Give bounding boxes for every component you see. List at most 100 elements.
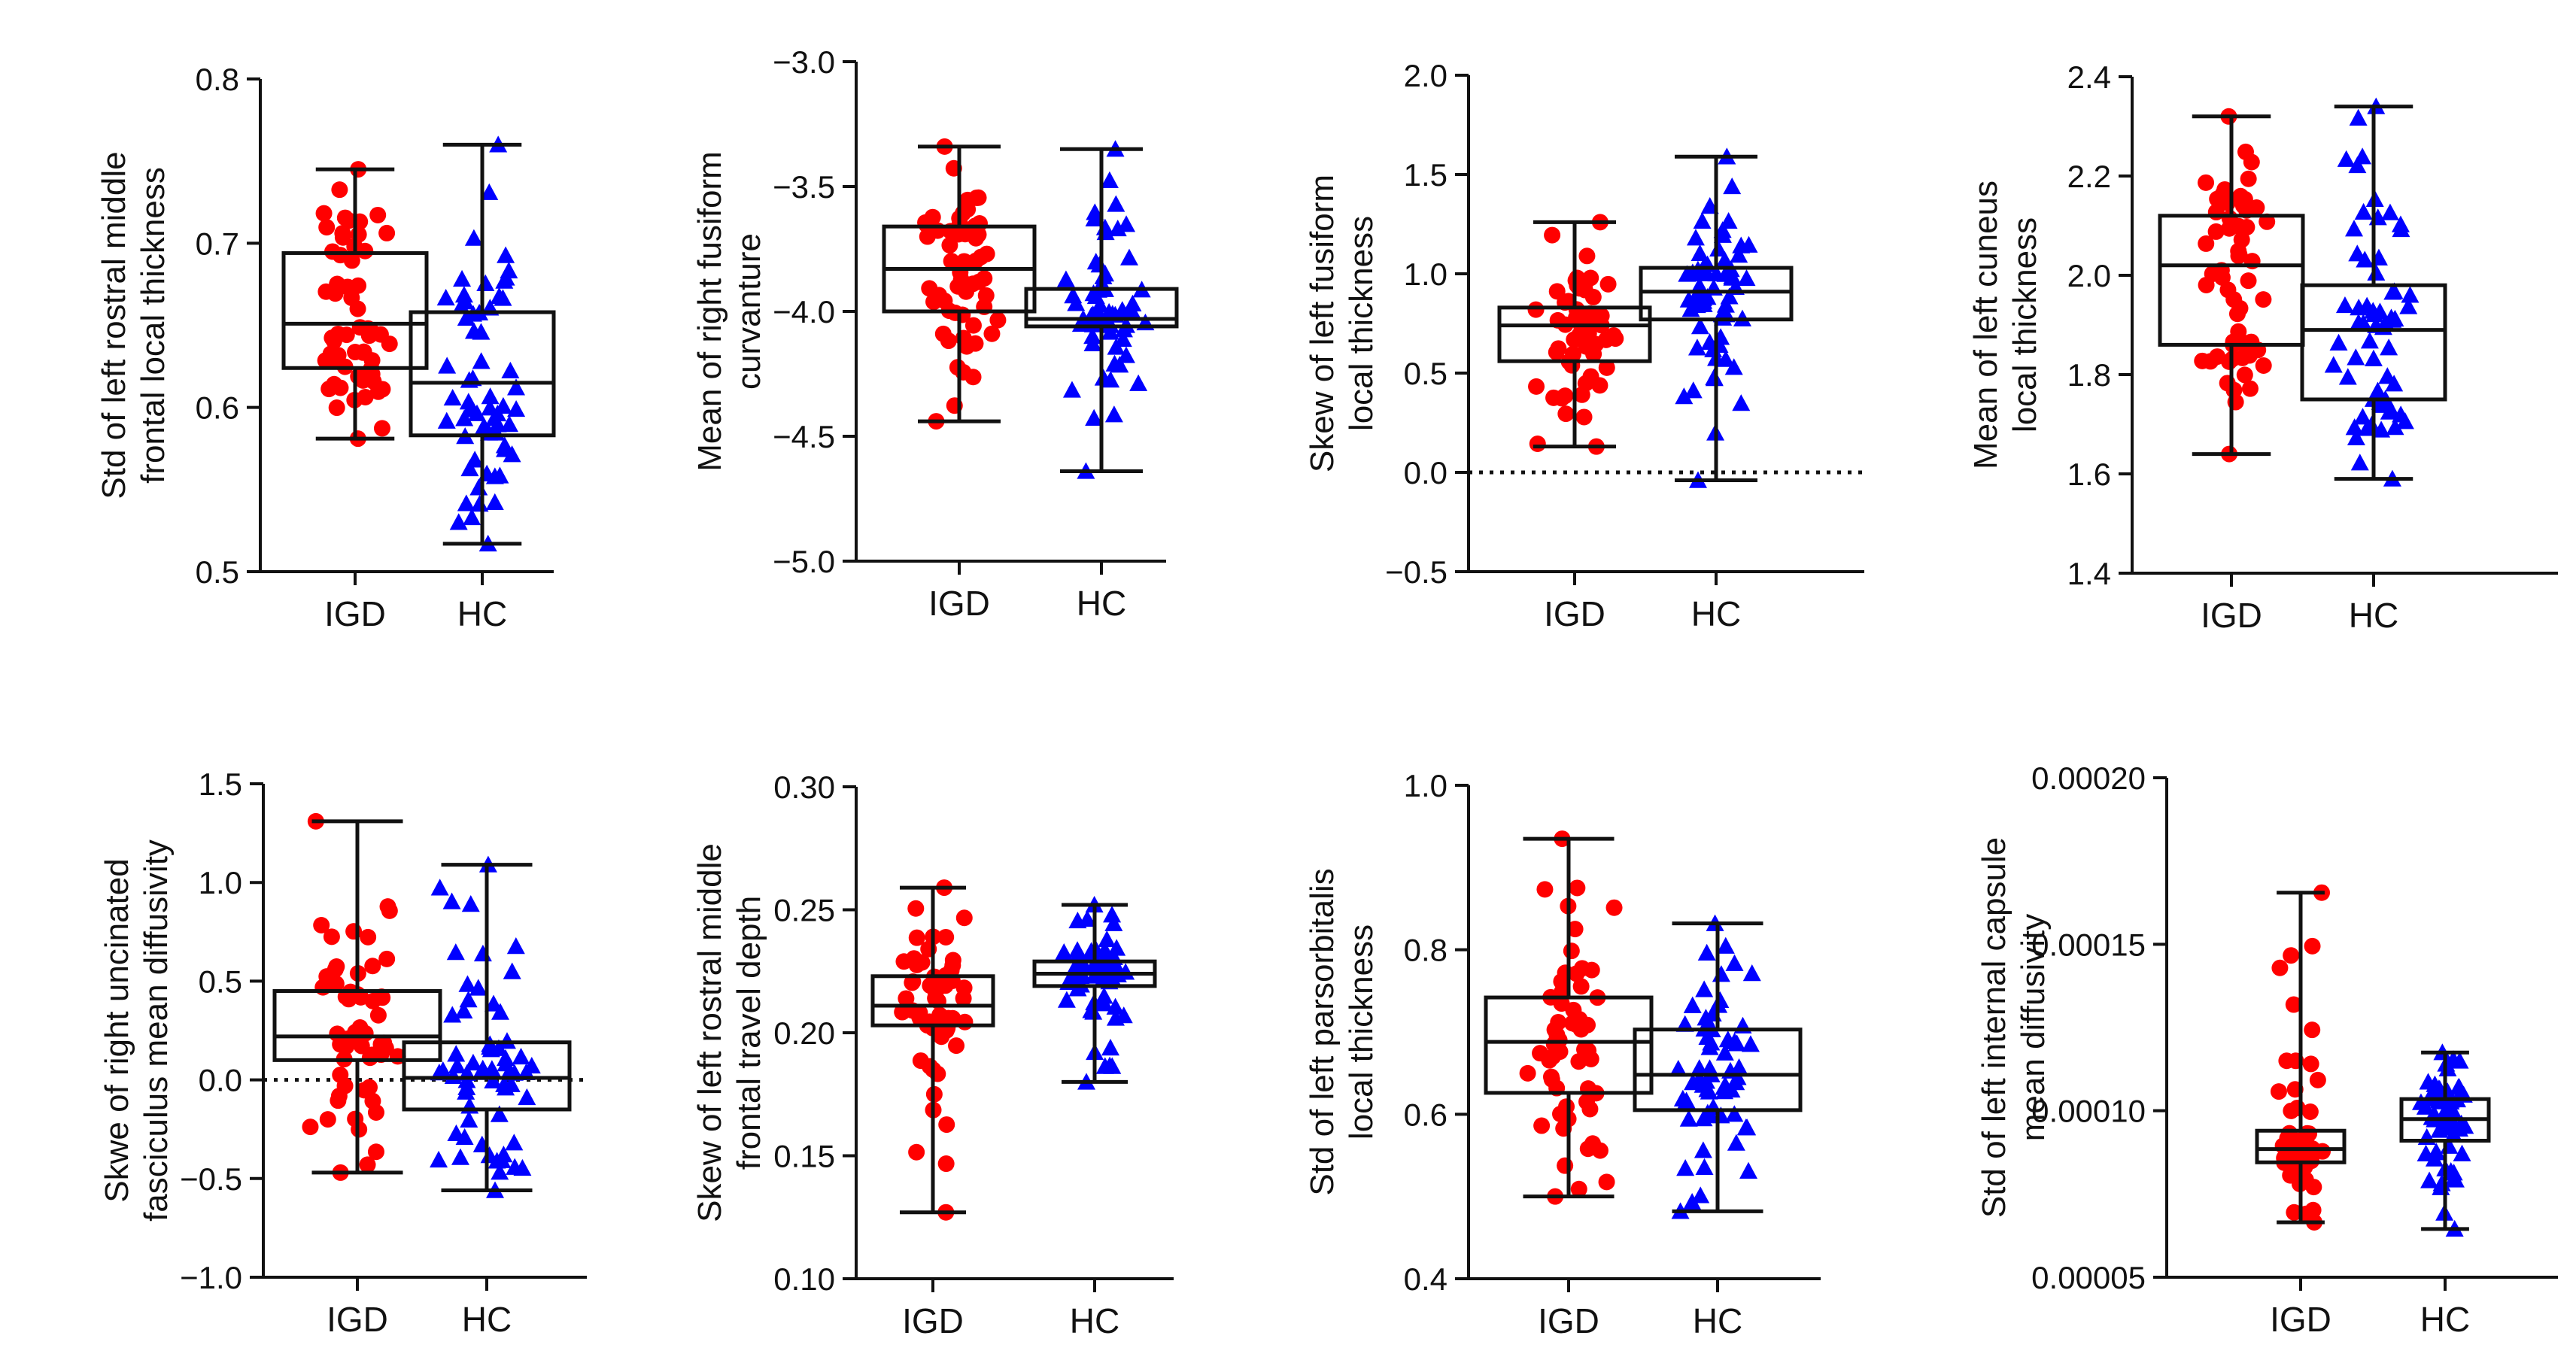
data-point xyxy=(363,352,381,369)
y-tick-label: 2.2 xyxy=(2067,159,2111,194)
data-point xyxy=(927,983,944,1000)
data-point xyxy=(1684,1073,1703,1091)
box-iqr xyxy=(1484,995,1654,1095)
x-category-label: HC xyxy=(462,1300,512,1339)
data-point xyxy=(1544,226,1561,244)
box-iqr xyxy=(402,1040,572,1112)
y-tick-label: 1.8 xyxy=(2067,357,2111,393)
data-point xyxy=(1705,368,1724,386)
data-point xyxy=(2338,368,2357,385)
data-point xyxy=(1119,248,1138,266)
data-point xyxy=(1089,303,1108,320)
data-point xyxy=(1723,269,1742,286)
data-point xyxy=(484,1071,503,1088)
data-point xyxy=(1116,346,1135,363)
data-point xyxy=(2324,356,2343,373)
data-point xyxy=(1117,215,1136,232)
data-point xyxy=(1567,1015,1584,1033)
data-point xyxy=(302,1119,319,1136)
panel-6: 0.10 0.15 0.20 0.25 0.30 IGD HC Skew of left ro… xyxy=(691,769,1174,1340)
data-point xyxy=(944,952,961,969)
data-point xyxy=(354,372,372,389)
data-point xyxy=(921,280,938,297)
data-point xyxy=(2416,1097,2435,1115)
y-axis-label: Std of left rostral middle frontal local … xyxy=(96,151,172,499)
data-point xyxy=(2367,263,2386,281)
data-point xyxy=(351,1019,369,1037)
data-point xyxy=(925,293,943,311)
y-axis-label-line: Skew of left fusiform xyxy=(1304,175,1341,472)
data-point xyxy=(2198,235,2215,252)
data-point xyxy=(1700,1038,1719,1055)
y-tick-label: 0.5 xyxy=(199,964,242,999)
data-point xyxy=(1104,914,1123,931)
y-axis-label: Std of left parsorbitalis local thickness xyxy=(1304,868,1380,1195)
x-category-label: IGD xyxy=(324,594,386,633)
box-iqr xyxy=(2255,1128,2347,1164)
data-point xyxy=(463,400,481,417)
data-point xyxy=(436,288,455,306)
data-point xyxy=(351,319,369,336)
y-axis-label-line: Mean of left cuneus xyxy=(1967,181,2004,469)
data-point xyxy=(1587,308,1604,326)
data-point xyxy=(1675,387,1694,405)
data-point xyxy=(1570,1180,1587,1197)
y-tick-label: 1.5 xyxy=(199,766,242,802)
data-point xyxy=(455,1128,474,1146)
data-point xyxy=(330,1088,348,1105)
y-axis-label-line: Mean of right fusiform xyxy=(691,151,728,472)
data-point xyxy=(349,300,366,317)
data-point xyxy=(1569,879,1586,897)
data-point xyxy=(481,387,500,405)
data-point xyxy=(1698,1080,1717,1097)
y-axis-label: Mean of right fusiform curvanture xyxy=(691,151,767,472)
data-point xyxy=(2350,299,2368,316)
y-axis-label-line: mean diffusivity xyxy=(2015,914,2052,1141)
series-IGD xyxy=(2255,884,2347,1231)
data-point xyxy=(2241,380,2259,397)
data-point xyxy=(2255,357,2272,374)
data-point xyxy=(2350,454,2369,471)
data-point xyxy=(1529,436,1546,453)
data-point xyxy=(455,409,474,426)
data-point xyxy=(2347,428,2365,445)
y-tick-label: 0.6 xyxy=(196,390,239,426)
data-point xyxy=(2209,190,2226,208)
data-point xyxy=(318,968,336,985)
data-point xyxy=(1110,356,1129,373)
y-tick-label: −0.5 xyxy=(1385,554,1447,590)
data-point xyxy=(476,274,495,291)
data-point xyxy=(1697,943,1716,961)
data-point xyxy=(1101,1039,1120,1056)
data-point xyxy=(360,928,377,946)
series-IGD xyxy=(2158,108,2305,463)
y-tick-label: −3.0 xyxy=(773,44,835,80)
data-point xyxy=(364,958,381,975)
data-point xyxy=(1094,267,1113,284)
data-point xyxy=(373,420,390,437)
box-iqr xyxy=(1633,1027,1803,1112)
x-category-label: IGD xyxy=(2201,596,2262,635)
data-point xyxy=(1573,960,1590,977)
data-point xyxy=(491,1163,509,1180)
data-point xyxy=(1581,1100,1599,1118)
data-point xyxy=(2380,203,2399,220)
data-point xyxy=(490,287,509,305)
data-point xyxy=(463,1053,482,1071)
data-point xyxy=(480,183,499,200)
panel-4: 1.4 1.6 1.8 2.0 2.2 2.4 IGD HC Mean of left cune… xyxy=(1967,59,2558,635)
y-axis-label-line: Skew of left rostral middle xyxy=(691,843,728,1222)
data-point xyxy=(442,892,461,909)
data-point xyxy=(937,928,955,946)
data-point xyxy=(457,494,475,511)
y-tick-label: 0.00020 xyxy=(2031,760,2146,796)
y-tick-label: 0.0 xyxy=(199,1063,242,1098)
data-point xyxy=(1129,374,1148,391)
data-point xyxy=(907,900,925,917)
data-point xyxy=(1528,378,1545,395)
x-category-label: HC xyxy=(1077,584,1126,623)
y-tick-label: −4.0 xyxy=(773,294,835,329)
data-point xyxy=(2453,1144,2471,1161)
data-point xyxy=(1055,942,1074,961)
data-point xyxy=(500,415,519,433)
